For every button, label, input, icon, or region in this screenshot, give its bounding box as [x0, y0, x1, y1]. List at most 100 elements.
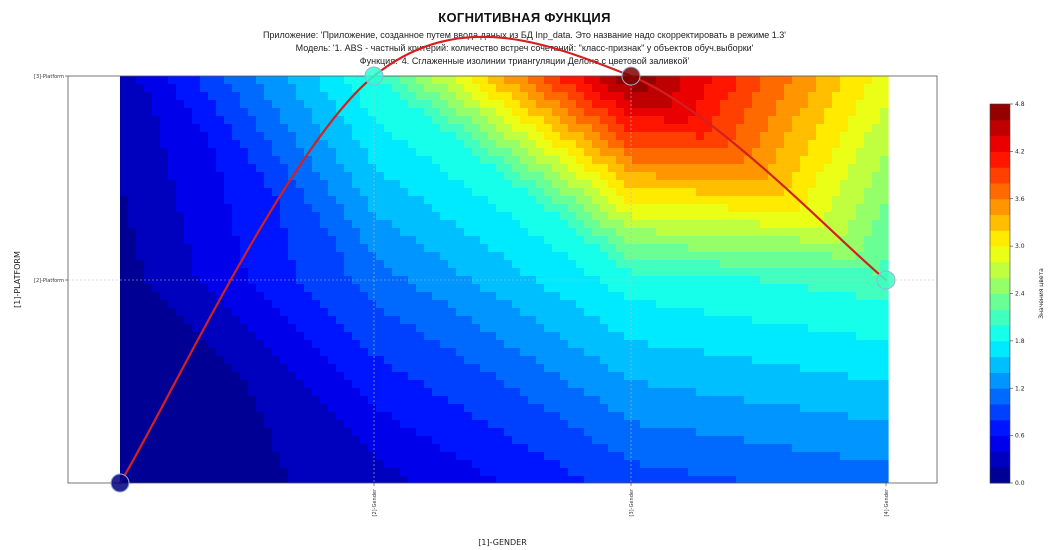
- heatmap-cell: [784, 348, 793, 357]
- heatmap-cell: [776, 444, 785, 453]
- heatmap-cell: [248, 332, 257, 341]
- heatmap-cell: [656, 76, 665, 85]
- heatmap-cell: [712, 116, 721, 125]
- heatmap-cell: [872, 348, 881, 357]
- heatmap-cell: [440, 316, 449, 325]
- heatmap-cell: [480, 84, 489, 93]
- heatmap-cell: [560, 212, 569, 221]
- heatmap-cell: [336, 356, 345, 365]
- heatmap-cell: [488, 380, 497, 389]
- heatmap-cell: [520, 316, 529, 325]
- heatmap-cell: [712, 340, 721, 349]
- heatmap-cell: [352, 356, 361, 365]
- heatmap-cell: [672, 220, 681, 229]
- heatmap-cell: [352, 196, 361, 205]
- heatmap-cell: [352, 412, 361, 421]
- heatmap-cell: [808, 188, 817, 197]
- heatmap-cell: [288, 324, 297, 333]
- heatmap-cell: [704, 308, 713, 317]
- heatmap-cell: [552, 364, 561, 373]
- heatmap-cell: [464, 348, 473, 357]
- heatmap-cell: [808, 364, 817, 373]
- heatmap-cell: [168, 180, 177, 189]
- heatmap-cell: [224, 92, 233, 101]
- heatmap-cell: [352, 148, 361, 157]
- heatmap-cell: [848, 284, 857, 293]
- heatmap-cell: [256, 284, 265, 293]
- heatmap-cell: [216, 388, 225, 397]
- heatmap-cell: [416, 388, 425, 397]
- heatmap-cell: [656, 252, 665, 261]
- heatmap-cell: [464, 428, 473, 437]
- colorbar-tick-label: 0.0: [1015, 480, 1025, 487]
- heatmap-cell: [432, 300, 441, 309]
- heatmap-cell: [648, 156, 657, 165]
- heatmap-cell: [496, 108, 505, 117]
- heatmap-cell: [824, 108, 833, 117]
- heatmap-cell: [760, 116, 769, 125]
- heatmap-cell: [664, 148, 673, 157]
- heatmap-cell: [216, 172, 225, 181]
- heatmap-cell: [224, 444, 233, 453]
- heatmap-cell: [144, 452, 153, 461]
- heatmap-cell: [632, 180, 641, 189]
- heatmap-cell: [416, 292, 425, 301]
- heatmap-cell: [848, 380, 857, 389]
- heatmap-cell: [840, 148, 849, 157]
- heatmap-cell: [672, 204, 681, 213]
- heatmap-cell: [656, 284, 665, 293]
- heatmap-cell: [152, 348, 161, 357]
- heatmap-cell: [312, 92, 321, 101]
- heatmap-cell: [624, 444, 633, 453]
- heatmap-cell: [616, 236, 625, 245]
- heatmap-cell: [696, 164, 705, 173]
- heatmap-cell: [672, 316, 681, 325]
- heatmap-cell: [296, 76, 305, 85]
- heatmap-cell: [744, 356, 753, 365]
- heatmap-cell: [776, 228, 785, 237]
- heatmap-cell: [152, 300, 161, 309]
- heatmap-cell: [512, 428, 521, 437]
- heatmap-cell: [808, 100, 817, 109]
- heatmap-cell: [512, 388, 521, 397]
- heatmap-cell: [848, 220, 857, 229]
- heatmap-cell: [576, 204, 585, 213]
- heatmap-cell: [720, 428, 729, 437]
- heatmap-cell: [776, 84, 785, 93]
- heatmap-cell: [768, 324, 777, 333]
- heatmap-cell: [416, 420, 425, 429]
- heatmap-cell: [400, 100, 409, 109]
- heatmap-cell: [696, 476, 705, 483]
- heatmap-cell: [512, 308, 521, 317]
- heatmap-cell: [648, 132, 657, 141]
- heatmap-cell: [320, 92, 329, 101]
- heatmap-cell: [264, 236, 273, 245]
- heatmap-cell: [240, 284, 249, 293]
- heatmap-cell: [648, 116, 657, 125]
- heatmap-cell: [824, 260, 833, 269]
- heatmap-cell: [840, 292, 849, 301]
- heatmap-cell: [136, 180, 145, 189]
- heatmap-cell: [560, 116, 569, 125]
- heatmap-cell: [688, 228, 697, 237]
- heatmap-cell: [864, 428, 873, 437]
- heatmap-cell: [184, 196, 193, 205]
- heatmap-cell: [448, 372, 457, 381]
- heatmap-cell: [840, 132, 849, 141]
- heatmap-cell: [480, 140, 489, 149]
- heatmap-cell: [368, 228, 377, 237]
- heatmap-cell: [448, 84, 457, 93]
- heatmap-cell: [704, 348, 713, 357]
- heatmap-cell: [360, 388, 369, 397]
- heatmap-cell: [208, 84, 217, 93]
- heatmap-cell: [816, 132, 825, 141]
- heatmap-cell: [592, 76, 601, 85]
- heatmap-cell: [664, 404, 673, 413]
- heatmap-cell: [392, 108, 401, 117]
- heatmap-cell: [472, 372, 481, 381]
- heatmap-cell: [696, 116, 705, 125]
- heatmap-cell: [504, 308, 513, 317]
- heatmap-cell: [544, 356, 553, 365]
- heatmap-cell: [256, 324, 265, 333]
- heatmap-cell: [504, 164, 513, 173]
